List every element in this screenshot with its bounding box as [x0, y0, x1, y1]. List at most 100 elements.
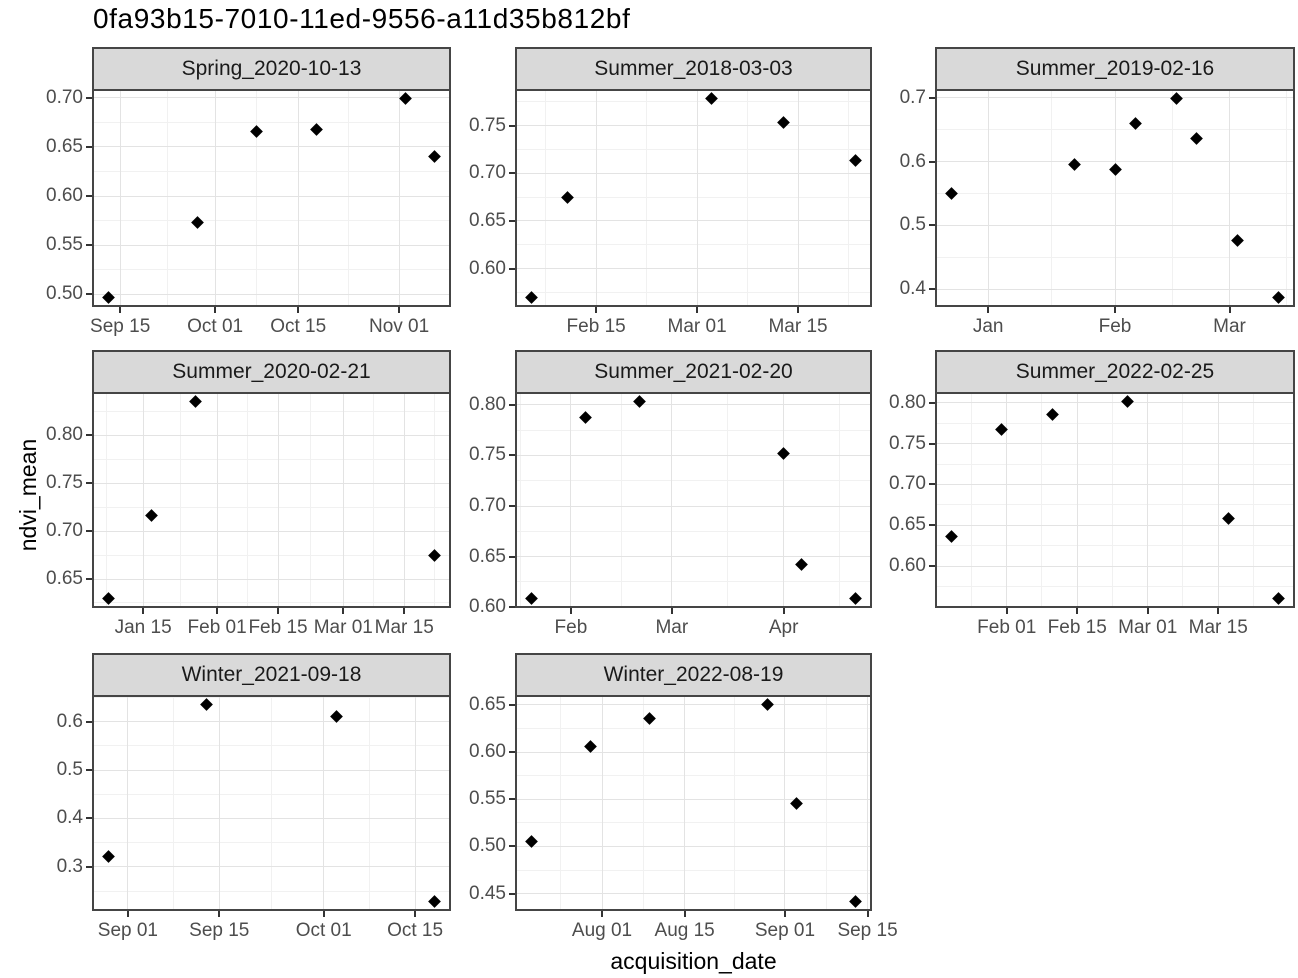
gridline-minor-h — [935, 504, 1295, 506]
y-tick-mark — [509, 751, 515, 754]
gridline-minor-v — [519, 392, 521, 608]
facet-panel — [935, 392, 1295, 608]
gridline-major-v — [1006, 392, 1008, 608]
gridline-minor-v — [1111, 392, 1113, 608]
gridline-major-h — [92, 434, 451, 436]
gridline-major-v — [119, 89, 121, 307]
gridline-major-v — [414, 695, 416, 911]
gridline-minor-v — [179, 392, 181, 608]
y-tick-mark — [86, 720, 92, 723]
y-tick-mark — [509, 454, 515, 457]
y-tick-mark — [929, 442, 935, 445]
gridline-minor-v — [839, 392, 841, 608]
gridline-minor-h — [515, 775, 872, 777]
gridline-minor-h — [515, 869, 872, 871]
gridline-major-h — [515, 505, 872, 507]
x-tick-mark — [1076, 608, 1079, 614]
y-tick-label: 0.5 — [56, 759, 83, 781]
x-tick-mark — [342, 608, 345, 614]
gridline-major-h — [92, 721, 451, 723]
x-tick-label: Sep 15 — [90, 316, 151, 337]
gridline-minor-h — [515, 429, 872, 431]
gridline-minor-h — [515, 480, 872, 482]
facet-panel — [92, 695, 451, 911]
gridline-major-h — [92, 578, 451, 580]
x-tick-mark — [1005, 608, 1008, 614]
gridline-major-h — [515, 798, 872, 800]
y-tick-label: 0.60 — [469, 741, 506, 763]
y-tick-label: 0.50 — [469, 835, 506, 857]
facet-panel — [515, 392, 872, 608]
x-tick-mark — [987, 307, 990, 313]
gridline-major-h — [92, 244, 451, 246]
y-tick-mark — [929, 96, 935, 99]
gridline-minor-v — [848, 89, 850, 307]
facet-strip: Winter_2022-08-19 — [515, 653, 872, 695]
facet-strip-label: Summer_2019-02-16 — [1015, 57, 1215, 80]
facet-strip-label: Summer_2018-03-03 — [594, 57, 793, 80]
gridline-major-v — [671, 392, 673, 608]
y-tick-mark — [509, 124, 515, 127]
gridline-major-h — [515, 751, 872, 753]
x-tick-mark — [216, 608, 219, 614]
gridline-major-v — [403, 392, 405, 608]
facet-strip-label: Summer_2021-02-20 — [594, 360, 793, 383]
y-tick-mark — [509, 606, 515, 609]
y-tick-mark — [509, 219, 515, 222]
y-tick-mark — [509, 892, 515, 895]
facet-strip: Summer_2020-02-21 — [92, 350, 451, 392]
gridline-major-v — [684, 695, 686, 911]
gridline-minor-v — [247, 392, 249, 608]
x-tick-label: Mar — [1213, 316, 1246, 337]
y-tick-label: 0.4 — [899, 278, 926, 300]
gridline-major-h — [92, 866, 451, 868]
y-tick-mark — [86, 817, 92, 820]
x-tick-label: Mar 01 — [313, 617, 373, 638]
gridline-minor-v — [560, 695, 562, 911]
y-tick-mark — [86, 578, 92, 581]
x-tick-label: Feb 01 — [977, 617, 1037, 638]
y-tick-label: 0.60 — [469, 257, 506, 279]
x-tick-label: Sep 01 — [754, 920, 816, 941]
y-tick-mark — [929, 160, 935, 163]
x-tick-mark — [218, 911, 221, 917]
gridline-major-h — [515, 845, 872, 847]
x-tick-mark — [297, 307, 300, 313]
gridline-minor-h — [515, 291, 872, 293]
gridline-major-v — [297, 89, 299, 307]
gridline-major-h — [515, 893, 872, 895]
gridline-minor-h — [92, 171, 451, 172]
x-tick-label: Feb 15 — [248, 617, 308, 638]
x-tick-mark — [119, 307, 122, 313]
gridline-major-h — [92, 817, 451, 819]
gridline-minor-h — [935, 545, 1295, 547]
gridline-minor-v — [1252, 392, 1254, 608]
x-tick-label: Nov 01 — [368, 316, 430, 337]
gridline-major-h — [515, 268, 872, 269]
x-tick-mark — [403, 608, 406, 614]
facet-strip-label: Winter_2021-09-18 — [181, 663, 362, 686]
facet-panel — [515, 695, 872, 911]
x-tick-label: Oct 15 — [270, 316, 327, 337]
x-tick-label: Oct 01 — [295, 920, 352, 941]
x-tick-mark — [214, 307, 217, 313]
x-tick-label: Mar 01 — [667, 316, 727, 337]
gridline-major-v — [216, 392, 218, 608]
x-tick-label: Jan 15 — [114, 617, 172, 638]
gridline-minor-h — [515, 530, 872, 532]
y-tick-mark — [86, 434, 92, 437]
gridline-major-v — [398, 89, 400, 307]
y-tick-label: 0.75 — [469, 444, 506, 466]
gridline-minor-v — [727, 392, 729, 608]
y-tick-label: 0.3 — [56, 855, 83, 877]
y-tick-mark — [509, 267, 515, 270]
gridline-minor-v — [1286, 89, 1288, 307]
x-tick-mark — [126, 911, 129, 917]
gridline-major-v — [784, 695, 786, 911]
x-tick-mark — [670, 608, 673, 614]
y-tick-mark — [86, 293, 92, 296]
gridline-major-v — [323, 695, 325, 911]
page-title: 0fa93b15-7010-11ed-9556-a11d35b812bf — [93, 3, 631, 34]
gridline-major-v — [214, 89, 216, 307]
y-tick-label: 0.7 — [899, 86, 926, 108]
